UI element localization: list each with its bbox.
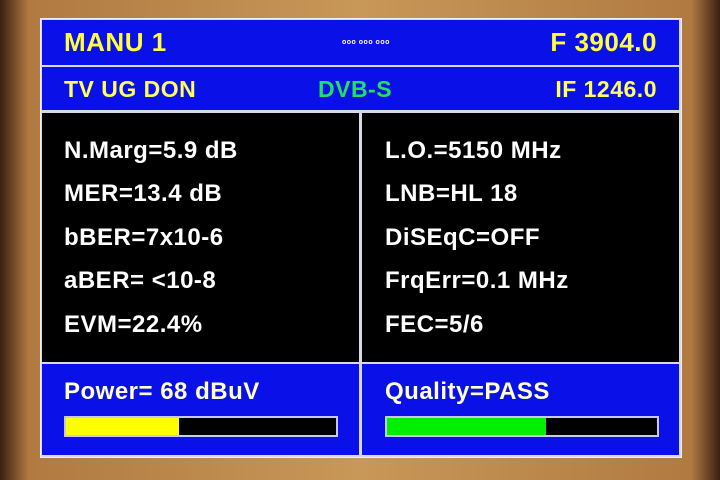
lnb: LNB=HL 18 (385, 180, 518, 207)
power-bar-fill (66, 418, 180, 435)
quality-label: Quality=PASS (385, 378, 550, 405)
freq-error: FrqErr=0.1 MHz (385, 267, 569, 294)
power-bar (64, 416, 338, 437)
quality-bar-fill (387, 418, 547, 435)
bber: bBER=7x10-6 (64, 224, 224, 251)
power-label: Power= 68 dBuV (64, 378, 260, 405)
standard-label: DVB-S (318, 76, 393, 102)
noise-margin: N.Marg=5.9 dB (64, 137, 238, 164)
program-title: MANU 1 (64, 27, 167, 57)
fec: FEC=5/6 (385, 311, 484, 338)
mer: MER=13.4 dB (64, 180, 223, 207)
status-dots: ooo ooo ooo (342, 39, 390, 46)
frequency-readout: F 3904.0 (550, 27, 657, 57)
right-measurements: L.O.=5150 MHz LNB=HL 18 DiSEqC=OFF FrqEr… (362, 113, 679, 362)
quality-panel: Quality=PASS (362, 364, 679, 455)
subheader-bar: TV UG DON DVB-S IF 1246.0 (42, 67, 679, 110)
power-panel: Power= 68 dBuV (42, 364, 359, 455)
header-bar: MANU 1 ooo ooo ooo F 3904.0 (42, 20, 679, 65)
lo-freq: L.O.=5150 MHz (385, 137, 562, 164)
aber: aBER= <10-8 (64, 267, 217, 294)
quality-bar (385, 416, 659, 437)
if-readout: IF 1246.0 (555, 76, 657, 102)
left-measurements: N.Marg=5.9 dB MER=13.4 dB bBER=7x10-6 aB… (42, 113, 359, 362)
diseqc: DiSEqC=OFF (385, 224, 541, 251)
evm: EVM=22.4% (64, 311, 203, 338)
channel-name: TV UG DON (64, 76, 197, 102)
